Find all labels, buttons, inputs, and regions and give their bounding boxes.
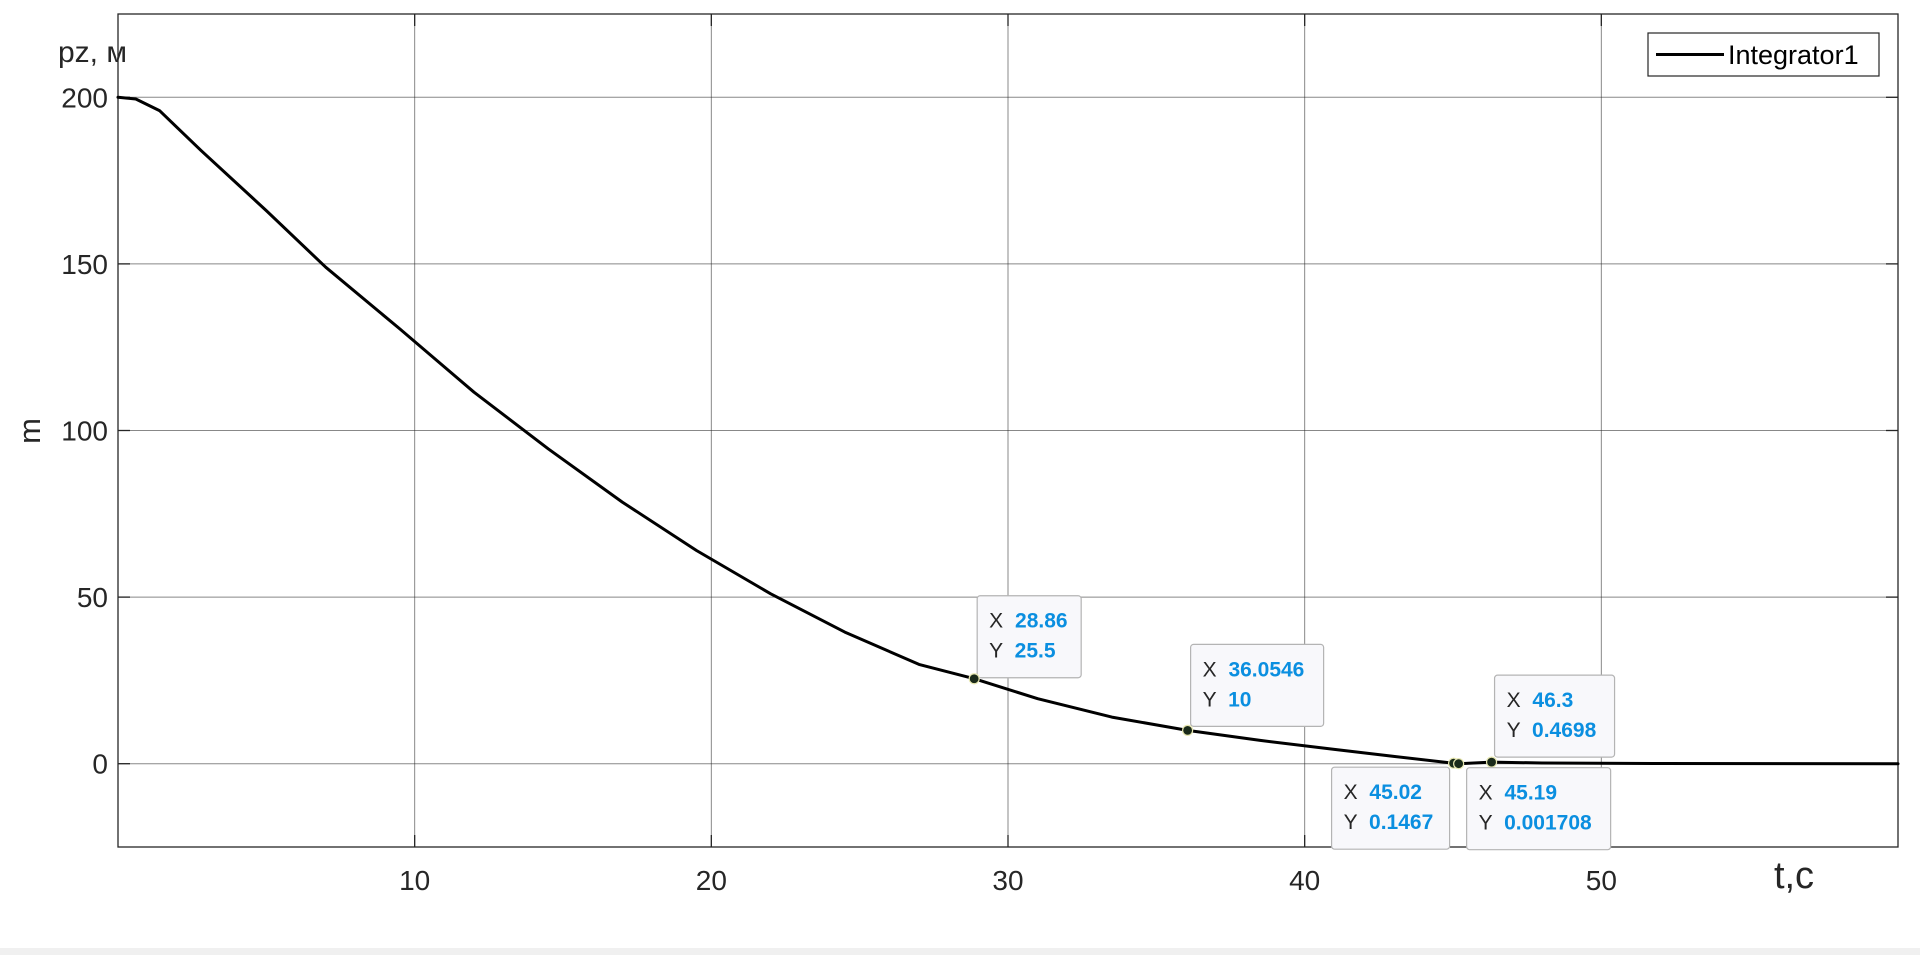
- data-tip-box[interactable]: [1330, 766, 1451, 850]
- data-tip-y: Y 25.5: [989, 640, 1056, 663]
- x-tick-label: 30: [992, 865, 1023, 896]
- data-tip-y-value: 0.1467: [1369, 811, 1433, 834]
- data-tip-x-value: 45.19: [1504, 782, 1557, 805]
- y-tick-label: 0: [92, 749, 108, 780]
- grid: [118, 14, 1898, 847]
- data-tip-x-key: X: [1203, 658, 1223, 681]
- data-tip-x: X 28.86: [989, 610, 1067, 633]
- data-tip-x: X 46.3: [1507, 689, 1574, 712]
- data-tip-y-key: Y: [1507, 719, 1526, 742]
- data-tip-x-value: 45.02: [1369, 781, 1422, 804]
- data-tip[interactable]: X 46.3 Y 0.4698: [1485, 674, 1616, 768]
- data-tip-x: X 45.19: [1479, 782, 1557, 805]
- data-tip-y-value: 25.5: [1015, 640, 1056, 663]
- data-tip-y-value: 0.001708: [1504, 812, 1592, 835]
- x-axis-title: t,c: [1774, 855, 1814, 897]
- data-tip-y-value: 10: [1228, 688, 1251, 711]
- y-tick-label: 200: [61, 82, 108, 113]
- y-tick-label: 100: [61, 416, 108, 447]
- data-tip-x: X 45.02: [1344, 781, 1422, 804]
- data-tip-x-key: X: [1507, 689, 1527, 712]
- series: [116, 95, 1900, 766]
- corner-axis-label: pz, м: [58, 36, 127, 69]
- data-tip-y: Y 0.1467: [1344, 811, 1434, 834]
- data-tip-marker[interactable]: [1182, 724, 1194, 736]
- data-tip-box[interactable]: [1466, 767, 1612, 851]
- data-tip[interactable]: X 28.86 Y 25.5: [968, 595, 1082, 685]
- data-tip-y-key: Y: [1479, 812, 1498, 835]
- data-tip-marker[interactable]: [1453, 758, 1465, 770]
- data-tip[interactable]: X 36.0546 Y 10: [1182, 643, 1325, 736]
- data-tip-x-key: X: [989, 610, 1009, 633]
- x-tick-label: 20: [696, 865, 727, 896]
- y-axis-title: m: [12, 418, 47, 444]
- axes: 10 20 30 40 50 0 50 100 150 200 pz, м m t,c: [12, 13, 1899, 897]
- legend-entry-label: Integrator1: [1728, 40, 1859, 70]
- data-tip-y: Y 0.4698: [1507, 719, 1597, 742]
- data-tip-x-value: 28.86: [1015, 610, 1068, 633]
- data-tip-y-value: 0.4698: [1532, 719, 1597, 742]
- data-tip-marker[interactable]: [1485, 756, 1498, 768]
- series-line-integrator1: [116, 95, 1900, 766]
- y-tick-label: 50: [77, 582, 108, 613]
- data-tip-x-value: 36.0546: [1228, 658, 1304, 681]
- data-tip[interactable]: X 45.02 Y 0.1467: [1330, 757, 1460, 850]
- data-tip[interactable]: X 45.19 Y 0.001708: [1453, 758, 1612, 851]
- data-tip-box[interactable]: [1493, 674, 1616, 758]
- x-tick-label: 10: [399, 865, 430, 896]
- x-tick-label: 40: [1289, 865, 1320, 896]
- data-tip-x-value: 46.3: [1532, 689, 1573, 712]
- legend[interactable]: Integrator1: [1647, 32, 1880, 77]
- data-tip-y-key: Y: [989, 640, 1008, 663]
- data-tip-x-key: X: [1344, 781, 1364, 804]
- data-tip-y: Y 10: [1203, 688, 1252, 711]
- data-tip-y: Y 0.001708: [1479, 812, 1592, 835]
- data-tip-y-key: Y: [1203, 688, 1222, 711]
- data-tip-y-key: Y: [1344, 811, 1363, 834]
- data-tip-x-key: X: [1479, 782, 1499, 805]
- data-tip-marker[interactable]: [968, 673, 980, 685]
- y-tick-label: 150: [61, 249, 108, 280]
- data-tip-box[interactable]: [976, 595, 1082, 679]
- x-tick-label: 50: [1586, 865, 1617, 896]
- data-tip-x: X 36.0546: [1203, 658, 1305, 681]
- data-tip-box[interactable]: [1190, 643, 1325, 727]
